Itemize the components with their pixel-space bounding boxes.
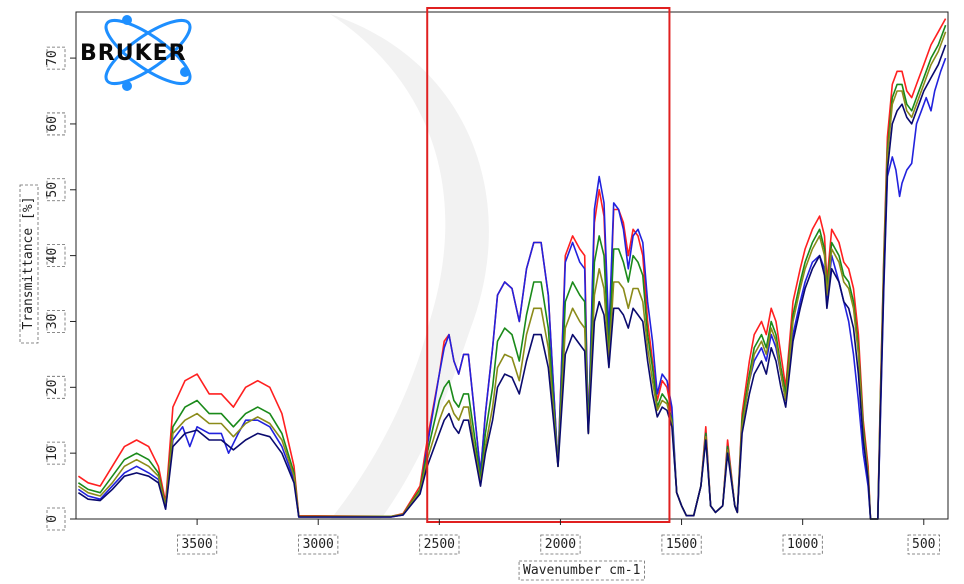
plot-frame <box>75 11 949 520</box>
x-tick-label: 1000 <box>787 537 818 552</box>
logo-orbit-2 <box>104 18 192 86</box>
y-tick-label: 70 <box>45 50 60 66</box>
y-tick-label: 30 <box>45 314 60 330</box>
x-tick-label: 3500 <box>181 537 212 552</box>
y-tick-label: 40 <box>45 248 60 264</box>
y-axis-title: Transmittance [%] <box>21 196 36 329</box>
series-line-3 <box>77 24 947 520</box>
logo-orbit-1 <box>104 18 192 86</box>
logo-text: BRUKER <box>80 41 187 66</box>
y-tick-label: 0 <box>45 515 60 523</box>
y-tick-label: 60 <box>45 116 60 132</box>
axis-layer: 3500 3000 2500 2000 1500 1000 500 0 10 20 30 40 50 60… <box>19 46 940 581</box>
x-tick-label-box <box>298 534 339 555</box>
logo-dot-right <box>180 67 190 77</box>
x-tick-label: 2000 <box>545 537 576 552</box>
x-tick-label-box <box>907 534 940 555</box>
x-tick-label: 1500 <box>666 537 697 552</box>
highlight-layer <box>426 7 671 523</box>
watermark-swoosh <box>330 14 489 520</box>
plot-area <box>77 18 947 520</box>
series-line-5 <box>77 44 947 520</box>
x-tick-label: 2500 <box>424 537 455 552</box>
series-line-4 <box>77 31 947 520</box>
x-axis-title-box <box>518 560 645 581</box>
series-line-1 <box>77 18 947 520</box>
x-tick-label: 500 <box>912 537 935 552</box>
x-tick-label-box <box>540 534 581 555</box>
x-tick-label-box <box>419 534 460 555</box>
x-tick-label-box <box>177 534 218 555</box>
y-tick-label: 20 <box>45 379 60 395</box>
y-axis-title-box <box>19 184 39 344</box>
logo-dot-top <box>122 15 132 25</box>
y-tick-label: 10 <box>45 445 60 461</box>
x-tick-label: 3000 <box>303 537 334 552</box>
x-axis-title: Wavenumber cm-1 <box>523 563 640 578</box>
logo-dot-bottom <box>122 81 132 91</box>
x-tick-label-box <box>782 534 823 555</box>
highlight-box <box>426 7 671 523</box>
bruker-logo: BRUKER <box>80 15 192 91</box>
series-line-2 <box>77 57 947 520</box>
x-tick-label-box <box>661 534 702 555</box>
y-tick-label: 50 <box>45 182 60 198</box>
